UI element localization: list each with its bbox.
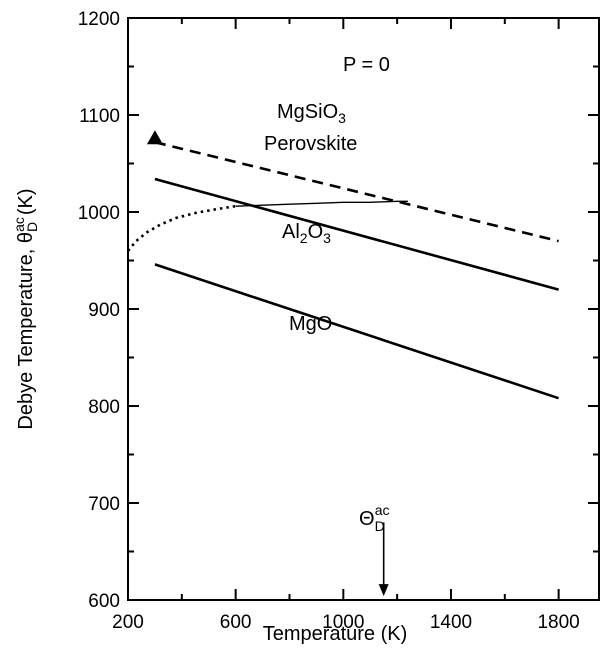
arrow-head	[378, 584, 389, 597]
markers	[146, 130, 163, 145]
triangle-marker	[146, 130, 163, 145]
series-line-1	[154, 177, 559, 291]
x-tick-label: 600	[220, 612, 252, 633]
al2o3-label: Al2O3	[282, 221, 331, 246]
axis-ticks: 200 600 1000 1400 18006007008009001000110012…	[78, 9, 599, 633]
x-axis-title: Temperature (K)	[263, 623, 408, 645]
x-tick-label: 1000	[322, 612, 364, 633]
x-tick-label: 200	[112, 612, 144, 633]
perovskite-label: Perovskite	[264, 133, 357, 155]
series-line-0	[154, 263, 560, 400]
theta-debye-label: ΘDac	[359, 502, 389, 534]
x-tick-label: 1400	[430, 612, 472, 633]
series-lines	[127, 140, 560, 400]
theta-arrow	[378, 522, 389, 597]
series-line-3	[127, 204, 236, 252]
y-axis-title: Debye Temperature, θDac(K)	[11, 188, 40, 429]
series-line-4	[235, 200, 408, 207]
mgo-label: MgO	[289, 313, 332, 335]
mgsio3-label: MgSiO3	[277, 101, 346, 126]
series-line-2	[154, 140, 559, 243]
y-tick-label: 1000	[78, 203, 120, 224]
y-tick-label: 700	[88, 494, 120, 515]
y-tick-label: 900	[88, 300, 120, 321]
y-tick-label: 800	[88, 397, 120, 418]
y-tick-label: 600	[88, 591, 120, 612]
x-tick-label: 1800	[537, 612, 579, 633]
y-tick-label: 1200	[78, 9, 120, 30]
y-tick-label: 1100	[79, 106, 120, 127]
pressure-label: P = 0	[343, 54, 390, 76]
